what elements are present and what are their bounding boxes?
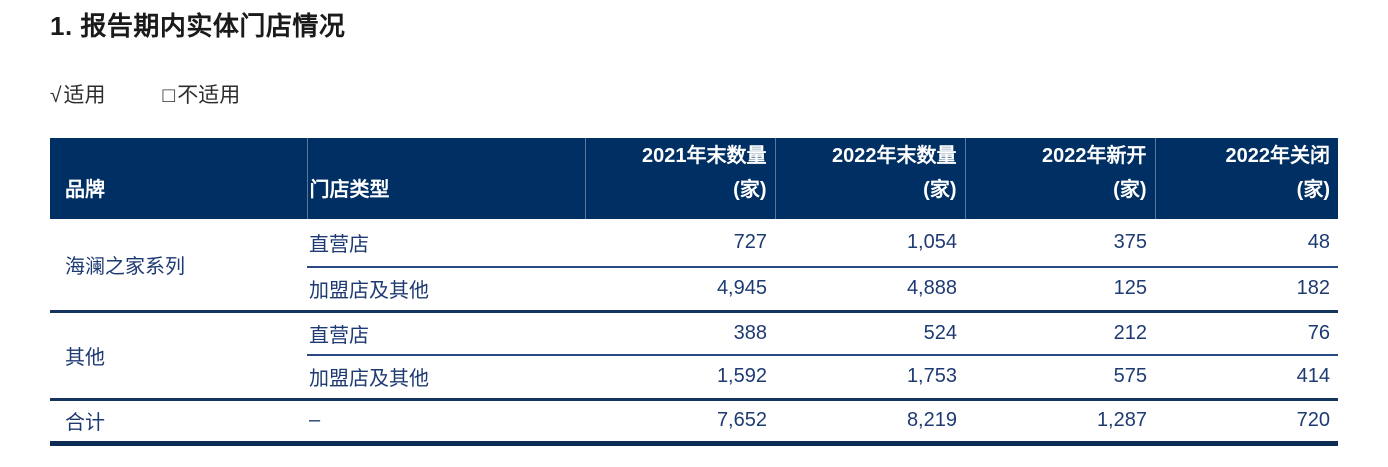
closed-2022-cell: 414	[1155, 355, 1338, 401]
table-row: 加盟店及其他 4,945 4,888 125 182	[50, 267, 1338, 313]
col-header-2022-count-label: 2022年末数量	[832, 145, 957, 167]
table-row: 其他 直营店 388 524 212 76	[50, 311, 1338, 401]
not-applicable-label: 不适用	[177, 84, 241, 107]
col-header-2021-count-label: 2021年末数量	[642, 145, 767, 167]
opened-2022-cell: 125	[965, 267, 1155, 313]
count-2022-cell: 1,054	[775, 219, 965, 268]
store-type-cell: –	[307, 399, 585, 446]
closed-2022-cell: 182	[1155, 267, 1338, 313]
col-header-2022-closed-unit: (家)	[1296, 179, 1330, 201]
opened-2022-cell: 375	[965, 219, 1155, 268]
store-type-cell: 加盟店及其他	[307, 267, 585, 313]
table-row: 海澜之家系列 直营店 727 1,054 375 48	[50, 219, 1338, 313]
check-icon: √	[50, 84, 62, 107]
applicable-label: 适用	[63, 84, 106, 107]
col-header-2022-opened-label: 2022年新开	[1042, 145, 1147, 167]
col-header-2022-opened-unit: (家)	[1113, 179, 1147, 201]
count-2021-cell: 4,945	[585, 267, 775, 313]
opened-2022-cell: 575	[965, 355, 1155, 401]
applicable-option: √ 适用	[50, 85, 106, 107]
col-header-2021-count: 2021年末数量 (家)	[584, 138, 775, 219]
closed-2022-cell: 48	[1155, 219, 1338, 268]
col-header-2022-count-unit: (家)	[923, 179, 957, 201]
count-2021-cell: 727	[585, 219, 775, 268]
col-header-2022-opened: 2022年新开 (家)	[964, 138, 1155, 219]
col-header-2022-closed-label: 2022年关闭	[1225, 145, 1331, 167]
not-applicable-option: □ 不适用	[163, 85, 241, 107]
store-type-cell: 直营店	[307, 219, 585, 268]
store-type-cell: 直营店	[307, 311, 585, 356]
count-2021-cell: 1,592	[585, 355, 775, 401]
brand-cell: 其他	[50, 311, 307, 401]
col-header-brand: 品牌	[50, 138, 307, 219]
count-2022-cell: 524	[775, 311, 965, 356]
applicability-row: √ 适用 □ 不适用	[50, 85, 1338, 107]
checkbox-empty-icon: □	[162, 84, 176, 107]
total-label-cell: 合计	[50, 399, 307, 446]
brand-cell: 海澜之家系列	[50, 219, 307, 313]
closed-2022-cell: 76	[1155, 311, 1338, 356]
opened-2022-cell: 1,287	[965, 399, 1155, 446]
store-count-table: 品牌 门店类型 2021年末数量 (家) 2022年末数量 (家) 2022年新…	[50, 138, 1338, 446]
opened-2022-cell: 212	[965, 311, 1155, 356]
count-2021-cell: 7,652	[585, 399, 775, 446]
count-2021-cell: 388	[585, 311, 775, 356]
table-row-total: 合计 – 7,652 8,219 1,287 720	[50, 399, 1338, 446]
table-row: 加盟店及其他 1,592 1,753 575 414	[50, 355, 1338, 401]
col-header-2022-count: 2022年末数量 (家)	[774, 138, 965, 219]
col-header-2022-closed: 2022年关闭 (家)	[1154, 138, 1338, 219]
col-header-store-type: 门店类型	[306, 138, 585, 219]
store-type-cell: 加盟店及其他	[307, 355, 585, 401]
section-title: 1. 报告期内实体门店情况	[50, 11, 346, 41]
table-header: 品牌 门店类型 2021年末数量 (家) 2022年末数量 (家) 2022年新…	[50, 138, 1338, 219]
col-header-2021-count-unit: (家)	[733, 179, 767, 201]
closed-2022-cell: 720	[1155, 399, 1338, 446]
count-2022-cell: 8,219	[775, 399, 965, 446]
count-2022-cell: 1,753	[775, 355, 965, 401]
count-2022-cell: 4,888	[775, 267, 965, 313]
report-page: 1. 报告期内实体门店情况 √ 适用 □ 不适用 品牌 门店类型 2021年末数…	[50, 11, 1338, 446]
